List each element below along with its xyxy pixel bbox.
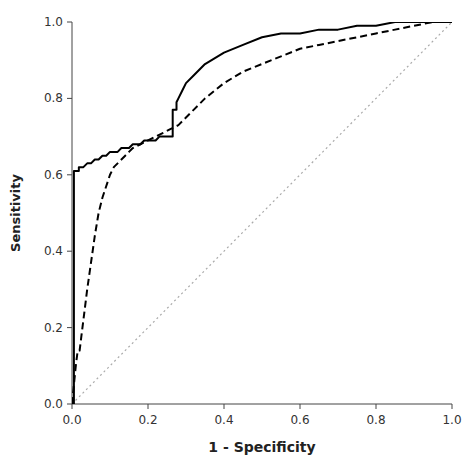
x-tick-label: 0.6 (290, 413, 309, 427)
y-tick-label: 0.0 (44, 397, 63, 411)
x-tick-label: 0.0 (62, 413, 81, 427)
y-tick-label: 0.8 (44, 91, 63, 105)
y-tick (67, 98, 72, 99)
y-tick (67, 22, 72, 23)
x-tick (376, 404, 377, 409)
y-tick-label: 0.2 (44, 321, 63, 335)
y-axis-line (72, 22, 73, 404)
y-tick (67, 174, 72, 175)
x-axis-line (72, 404, 452, 405)
x-tick (148, 404, 149, 409)
x-tick (72, 404, 73, 409)
line-series (72, 22, 452, 404)
x-tick-label: 0.4 (214, 413, 233, 427)
y-tick-label: 0.4 (44, 244, 63, 258)
x-axis-label: 1 - Specificity (208, 439, 315, 455)
chart: 0.0 0.2 0.4 0.6 0.8 1.0 0.0 0.2 0.4 0.6 0.8 1.0 1 - … (0, 0, 474, 468)
axes: 0.0 0.2 0.4 0.6 0.8 1.0 0.0 0.2 0.4 0.6 0.8 1.0 (44, 15, 462, 427)
y-tick (67, 251, 72, 252)
y-tick-label: 1.0 (44, 15, 63, 29)
x-tick-label: 1.0 (442, 413, 461, 427)
y-tick (67, 327, 72, 328)
line-series (72, 22, 452, 404)
x-tick-label: 0.8 (366, 413, 385, 427)
x-tick (452, 404, 453, 409)
y-axis-label: Sensitivity (8, 174, 23, 252)
plot-area (72, 22, 452, 404)
line-series (72, 22, 452, 404)
x-tick (224, 404, 225, 409)
y-tick-label: 0.6 (44, 168, 63, 182)
x-tick-label: 0.2 (138, 413, 157, 427)
x-tick (300, 404, 301, 409)
y-tick (67, 404, 72, 405)
